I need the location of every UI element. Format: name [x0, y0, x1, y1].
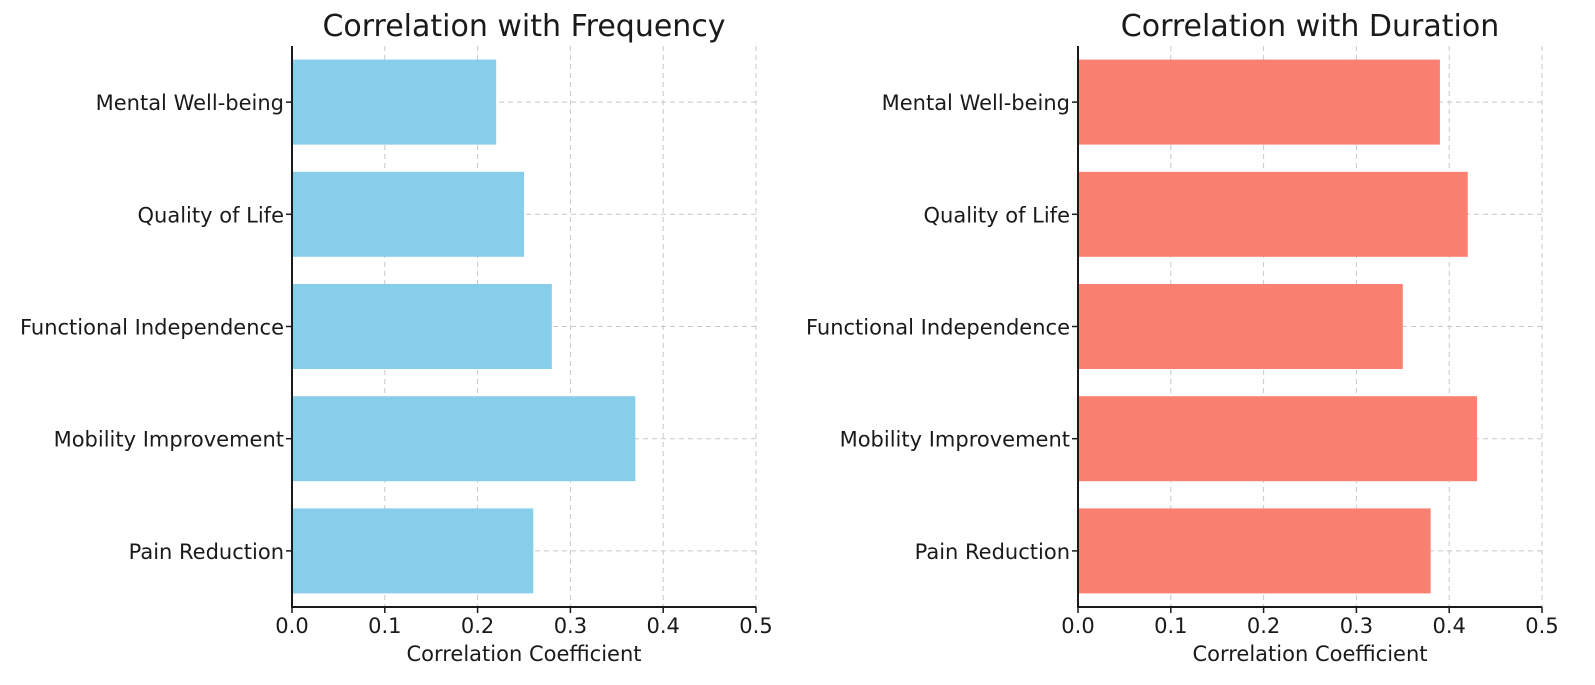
x-axis-label: Correlation Coefficient [406, 642, 641, 666]
bar-functional-independence [1078, 284, 1403, 369]
y-tick-label: Functional Independence [806, 316, 1070, 340]
x-tick-label: 0.5 [1525, 614, 1558, 638]
x-tick-label: 0.1 [1154, 614, 1187, 638]
y-tick-label: Mental Well-being [882, 91, 1070, 115]
bar-mobility-improvement [1078, 396, 1478, 482]
y-tick-label: Mental Well-being [96, 91, 284, 115]
bar-functional-independence [292, 284, 552, 369]
x-tick-label: 0.5 [739, 614, 772, 638]
y-tick-label: Mobility Improvement [54, 428, 284, 452]
x-tick-label: 0.1 [368, 614, 401, 638]
x-tick-label: 0.3 [554, 614, 587, 638]
y-tick-label: Pain Reduction [129, 540, 284, 564]
y-tick-label: Pain Reduction [915, 540, 1070, 564]
y-tick-label: Quality of Life [138, 203, 284, 227]
x-tick-label: 0.0 [275, 614, 308, 638]
x-tick-label: 0.3 [1340, 614, 1373, 638]
x-tick-label: 0.2 [1247, 614, 1280, 638]
x-axis-label: Correlation Coefficient [1192, 642, 1427, 666]
bar-quality-of-life [292, 171, 524, 257]
chart-title: Correlation with Duration [1121, 9, 1499, 44]
y-tick-label: Quality of Life [924, 203, 1070, 227]
bar-mobility-improvement [292, 396, 636, 482]
x-tick-label: 0.4 [1432, 614, 1465, 638]
y-tick-label: Functional Independence [20, 316, 284, 340]
chart-title: Correlation with Frequency [322, 9, 725, 44]
bar-mental-well-being [1078, 59, 1440, 145]
bar-pain-reduction [292, 508, 534, 594]
x-tick-label: 0.2 [461, 614, 494, 638]
x-tick-label: 0.4 [646, 614, 679, 638]
bar-mental-well-being [292, 59, 497, 145]
bar-pain-reduction [1078, 508, 1431, 594]
bar-quality-of-life [1078, 171, 1468, 257]
y-tick-label: Mobility Improvement [840, 428, 1070, 452]
x-tick-label: 0.0 [1061, 614, 1094, 638]
